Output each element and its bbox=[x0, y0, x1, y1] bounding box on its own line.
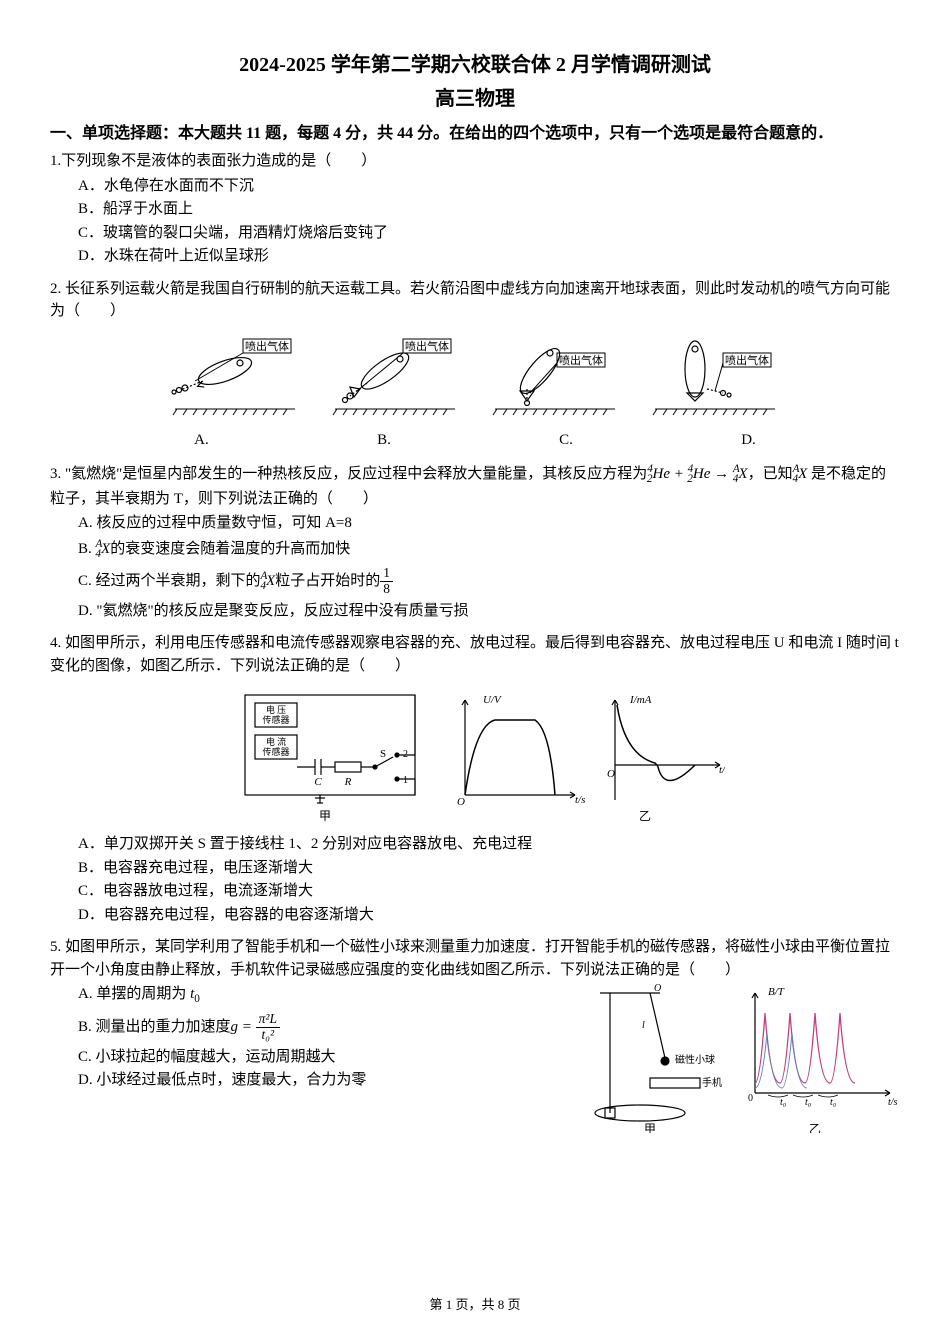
svg-text:t/s: t/s bbox=[575, 794, 585, 806]
q2-figures: 喷出气体 喷出气体 bbox=[50, 331, 900, 421]
q2-label-b: B. bbox=[377, 429, 391, 452]
q2-rocket-a: 喷出气体 bbox=[165, 331, 305, 421]
q5-option-b: B. 测量出的重力加速度g = π²Lt₀² bbox=[78, 1009, 580, 1045]
svg-text:I/mA: I/mA bbox=[629, 694, 652, 706]
svg-text:O: O bbox=[607, 768, 615, 780]
q4-option-c: C．电容器放电过程，电流逐渐增大 bbox=[78, 880, 900, 903]
q2-rocket-c: 喷出气体 bbox=[485, 331, 625, 421]
exam-title-2: 高三物理 bbox=[50, 84, 900, 114]
q3-option-a: A. 核反应的过程中质量数守恒，可知 A=8 bbox=[78, 512, 900, 535]
page-footer: 第 1 页，共 8 页 bbox=[0, 1295, 950, 1315]
svg-text:R: R bbox=[344, 776, 352, 788]
q3-option-c: C. 经过两个半衰期，剩下的A4X粒子占开始时的18 bbox=[78, 564, 900, 599]
question-3: 3. "氦燃烧"是恒星内部发生的一种热核反应，反应过程中会释放大量能量，其核反应… bbox=[50, 461, 900, 622]
svg-text:t₀: t₀ bbox=[805, 1097, 812, 1108]
svg-text:喷出气体: 喷出气体 bbox=[405, 339, 449, 353]
q4-stem: 4. 如图甲所示，利用电压传感器和电流传感器观察电容器的充、放电过程。最后得到电… bbox=[50, 632, 900, 677]
q1-stem: 1.下列现象不是液体的表面张力造成的是（ ） bbox=[50, 150, 900, 173]
svg-text:喷出气体: 喷出气体 bbox=[725, 353, 769, 367]
svg-text:电 流: 电 流 bbox=[266, 736, 286, 747]
svg-text:U/V: U/V bbox=[483, 694, 502, 706]
q2-stem: 2. 长征系列运载火箭是我国自行研制的航天运载工具。若火箭沿图中虚线方向加速离开… bbox=[50, 278, 900, 323]
svg-text:手机: 手机 bbox=[702, 1076, 722, 1089]
q5-figures: O l 磁性小球 手机 甲 B/T 0 t₀ t₀ t₀ t/s bbox=[580, 983, 900, 1133]
exam-title-1: 2024-2025 学年第二学期六校联合体 2 月学情调研测试 bbox=[50, 50, 900, 80]
svg-text:l: l bbox=[642, 1020, 645, 1031]
svg-text:电 压: 电 压 bbox=[266, 704, 286, 715]
q4-option-a: A．单刀双掷开关 S 置于接线柱 1、2 分别对应电容器放电、充电过程 bbox=[78, 833, 900, 856]
question-5: 5. 如图甲所示，某同学利用了智能手机和一个磁性小球来测量重力加速度．打开智能手… bbox=[50, 936, 900, 1133]
svg-text:甲: 甲 bbox=[319, 809, 331, 823]
question-1: 1.下列现象不是液体的表面张力造成的是（ ） A．水龟停在水面而不下沉 B．船浮… bbox=[50, 150, 900, 268]
svg-text:1: 1 bbox=[403, 775, 408, 786]
svg-text:t/s: t/s bbox=[888, 1097, 898, 1108]
q4-option-b: B．电容器充电过程，电压逐渐增大 bbox=[78, 857, 900, 880]
svg-text:传感器: 传感器 bbox=[262, 714, 289, 725]
q2-rocket-b: 喷出气体 bbox=[325, 331, 465, 421]
q2-label-a: A. bbox=[194, 429, 209, 452]
question-4: 4. 如图甲所示，利用电压传感器和电流传感器观察电容器的充、放电过程。最后得到电… bbox=[50, 632, 900, 926]
q1-option-b: B．船浮于水面上 bbox=[78, 198, 900, 221]
q4-option-d: D．电容器充电过程，电容器的电容逐渐增大 bbox=[78, 904, 900, 927]
q1-option-c: C．玻璃管的裂口尖端，用酒精灯烧熔后变钝了 bbox=[78, 222, 900, 245]
svg-text:O: O bbox=[654, 983, 661, 994]
svg-text:乙: 乙 bbox=[639, 809, 651, 823]
q3-stem: 3. "氦燃烧"是恒星内部发生的一种热核反应，反应过程中会释放大量能量，其核反应… bbox=[50, 461, 900, 510]
q5-option-a: A. 单摆的周期为 t0 bbox=[78, 983, 580, 1008]
q2-label-c: C. bbox=[559, 429, 573, 452]
svg-text:甲: 甲 bbox=[644, 1122, 656, 1133]
svg-text:乙: 乙 bbox=[809, 1122, 821, 1133]
svg-text:喷出气体: 喷出气体 bbox=[559, 353, 603, 367]
svg-text:0: 0 bbox=[748, 1093, 753, 1104]
q5-stem: 5. 如图甲所示，某同学利用了智能手机和一个磁性小球来测量重力加速度．打开智能手… bbox=[50, 936, 900, 981]
svg-text:喷出气体: 喷出气体 bbox=[245, 339, 289, 353]
svg-text:t₀: t₀ bbox=[780, 1097, 787, 1108]
svg-text:t/s: t/s bbox=[719, 764, 725, 776]
svg-text:O: O bbox=[457, 796, 465, 808]
q5-option-c: C. 小球拉起的幅度越大，运动周期越大 bbox=[78, 1046, 580, 1069]
q3-option-b: B. A4X的衰变速度会随着温度的升高而加快 bbox=[78, 536, 900, 563]
svg-text:C: C bbox=[314, 776, 322, 788]
svg-text:传感器: 传感器 bbox=[262, 746, 289, 757]
svg-text:t₀: t₀ bbox=[830, 1097, 837, 1108]
q2-label-d: D. bbox=[741, 429, 756, 452]
q4-figure: 电 压 传感器 电 流 传感器 C R S 2 1 甲 U/V O t/s I/… bbox=[225, 685, 725, 825]
svg-text:磁性小球: 磁性小球 bbox=[675, 1053, 715, 1066]
question-2: 2. 长征系列运载火箭是我国自行研制的航天运载工具。若火箭沿图中虚线方向加速离开… bbox=[50, 278, 900, 452]
svg-text:S: S bbox=[380, 748, 386, 760]
svg-text:B/T: B/T bbox=[768, 986, 785, 998]
q5-option-d: D. 小球经过最低点时，速度最大，合力为零 bbox=[78, 1069, 580, 1092]
q3-option-d: D. "氦燃烧"的核反应是聚变反应，反应过程中没有质量亏损 bbox=[78, 600, 900, 623]
section-1-header: 一、单项选择题：本大题共 11 题，每题 4 分，共 44 分。在给出的四个选项… bbox=[50, 122, 900, 146]
q1-option-d: D．水珠在荷叶上近似呈球形 bbox=[78, 245, 900, 268]
q2-rocket-d: 喷出气体 bbox=[645, 331, 785, 421]
q1-option-a: A．水龟停在水面而不下沉 bbox=[78, 175, 900, 198]
svg-text:2: 2 bbox=[403, 749, 408, 760]
